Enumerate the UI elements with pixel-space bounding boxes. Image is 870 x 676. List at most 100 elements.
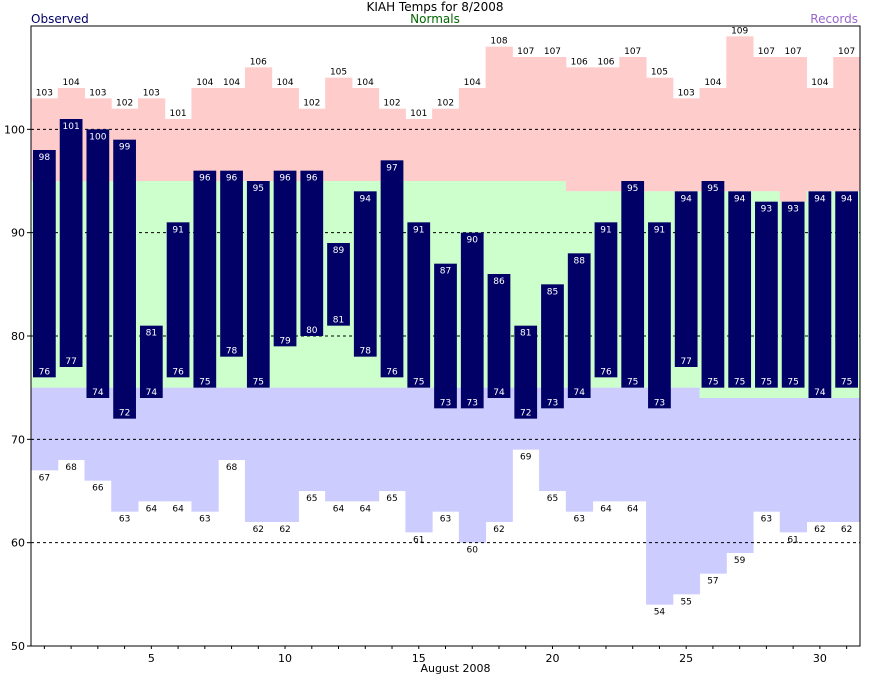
record-low-label: 68: [226, 463, 238, 473]
observed-bar: [541, 284, 564, 409]
observed-low-label: 77: [680, 357, 691, 367]
observed-high-label: 99: [119, 143, 131, 153]
observed-low-label: 78: [226, 347, 238, 357]
record-high-label: 108: [490, 37, 507, 47]
record-high-band: [619, 57, 647, 192]
record-low-band: [405, 387, 433, 533]
record-low-band: [31, 387, 59, 471]
observed-low-label: 73: [440, 398, 451, 408]
x-tick-label: 10: [278, 652, 292, 665]
observed-high-label: 96: [279, 174, 291, 184]
record-high-label: 103: [678, 88, 695, 98]
observed-high-label: 100: [89, 132, 106, 142]
record-high-label: 104: [704, 78, 721, 88]
record-low-label: 62: [279, 525, 290, 535]
record-high-label: 107: [785, 47, 802, 57]
observed-high-label: 95: [253, 184, 264, 194]
record-low-label: 63: [573, 515, 584, 525]
record-high-band: [512, 57, 540, 181]
legend-normals: Normals: [410, 12, 460, 26]
observed-high-label: 96: [306, 174, 318, 184]
observed-low-label: 74: [573, 388, 585, 398]
observed-high-label: 96: [199, 174, 211, 184]
observed-high-label: 93: [787, 205, 798, 215]
observed-bar: [59, 119, 83, 367]
record-low-band: [244, 387, 273, 522]
observed-high-label: 87: [440, 267, 451, 277]
observed-high-label: 81: [146, 329, 157, 339]
record-low-label: 62: [493, 525, 504, 535]
y-tick-label: 70: [11, 433, 25, 446]
observed-low-label: 77: [65, 357, 76, 367]
record-high-band: [699, 88, 727, 192]
record-low-label: 66: [92, 484, 104, 494]
record-high-label: 107: [544, 47, 561, 57]
record-low-label: 62: [253, 525, 264, 535]
observed-high-label: 91: [413, 225, 424, 235]
observed-high-label: 96: [226, 174, 238, 184]
record-low-label: 64: [627, 504, 639, 514]
record-low-band: [218, 387, 246, 460]
record-low-label: 64: [172, 504, 184, 514]
record-low-band: [833, 398, 861, 522]
observed-bar: [460, 232, 484, 409]
record-high-label: 103: [36, 88, 53, 98]
y-tick-label: 100: [4, 123, 25, 136]
observed-high-label: 85: [547, 287, 558, 297]
record-low-label: 65: [386, 494, 397, 504]
record-low-band: [699, 398, 727, 574]
observed-high-label: 101: [63, 122, 80, 132]
record-low-label: 63: [199, 515, 210, 525]
record-low-label: 57: [707, 577, 718, 587]
observed-low-label: 81: [333, 316, 344, 326]
record-low-band: [164, 387, 192, 502]
record-low-label: 59: [734, 556, 746, 566]
legend-observed: Observed: [31, 12, 89, 26]
x-tick-label: 15: [412, 652, 426, 665]
observed-bar: [327, 243, 350, 326]
record-high-label: 103: [89, 88, 106, 98]
x-tick-label: 20: [545, 652, 559, 665]
x-tick-label: 25: [679, 652, 693, 665]
record-low-label: 63: [440, 515, 451, 525]
record-low-label: 62: [814, 525, 825, 535]
observed-high-label: 90: [467, 236, 479, 246]
record-low-band: [57, 387, 85, 460]
observed-low-label: 72: [119, 409, 130, 419]
y-tick-label: 80: [11, 330, 25, 343]
observed-low-label: 75: [707, 378, 718, 388]
record-low-band: [646, 387, 674, 605]
record-high-band: [833, 57, 861, 192]
observed-low-label: 75: [841, 378, 852, 388]
record-low-band: [84, 387, 112, 481]
record-high-band: [432, 108, 460, 181]
observed-high-label: 94: [360, 194, 372, 204]
record-low-label: 64: [600, 504, 612, 514]
observed-bar: [514, 325, 538, 419]
observed-bar: [835, 191, 858, 388]
observed-bar: [648, 222, 671, 409]
record-high-band: [539, 57, 567, 181]
record-high-label: 107: [624, 47, 641, 57]
observed-high-label: 91: [172, 225, 183, 235]
record-high-label: 109: [731, 26, 748, 36]
record-low-band: [592, 387, 620, 502]
observed-bar: [33, 150, 56, 378]
record-high-label: 102: [303, 99, 320, 109]
record-low-label: 62: [841, 525, 852, 535]
observed-bar: [193, 170, 217, 388]
record-low-band: [565, 387, 594, 512]
record-low-label: 64: [146, 504, 158, 514]
chart-title: KIAH Temps for 8/2008: [366, 0, 504, 14]
observed-high-label: 95: [627, 184, 638, 194]
record-low-band: [191, 387, 219, 512]
record-low-band: [619, 387, 647, 502]
record-low-band: [458, 387, 487, 543]
observed-low-label: 72: [520, 409, 531, 419]
observed-bar: [621, 181, 645, 388]
record-high-band: [137, 98, 166, 181]
record-high-label: 102: [116, 99, 133, 109]
record-low-label: 63: [119, 515, 130, 525]
record-low-band: [325, 387, 353, 502]
